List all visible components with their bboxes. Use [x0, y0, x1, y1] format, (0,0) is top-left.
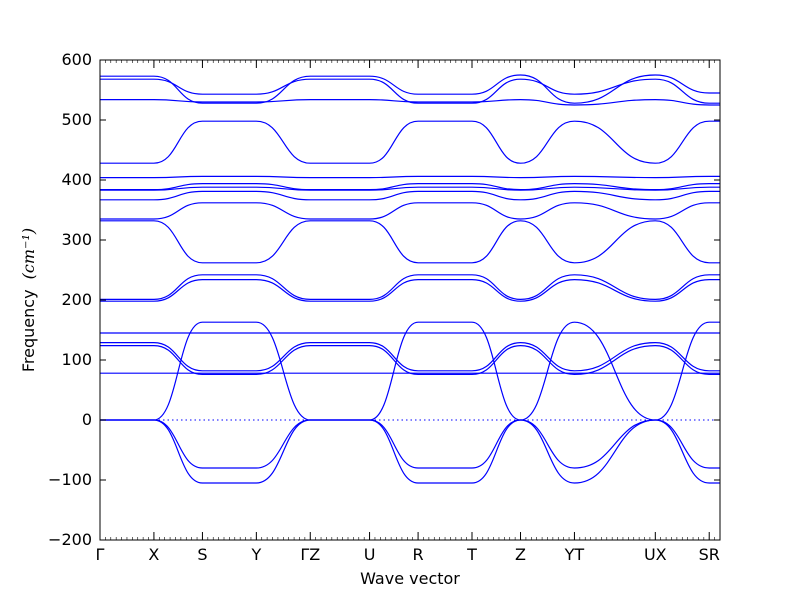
x-tick-label: U: [364, 545, 376, 564]
band-line-8: [100, 190, 720, 201]
y-axis-label: Frequency (cm⁻¹): [19, 228, 38, 372]
band-line-14: [99, 341, 720, 372]
x-tick-label: Z: [515, 545, 526, 564]
y-tick-label: 500: [61, 110, 92, 129]
x-tick-label: R: [413, 545, 424, 564]
band-line-12: [99, 278, 720, 302]
y-tick-label: 0: [82, 410, 92, 429]
band-lines: [99, 74, 720, 484]
band-line-19: [99, 419, 720, 484]
band-line-1: [100, 74, 720, 104]
x-tick-label: X: [148, 545, 159, 564]
y-axis-ticks: −200 −100 0 100 200 300 400 500 600: [48, 50, 720, 549]
y-tick-label: 300: [61, 230, 92, 249]
y-tick-label: 200: [61, 290, 92, 309]
x-tick-label: T: [466, 545, 477, 564]
x-tick-label: Y: [250, 545, 261, 564]
band-line-15: [99, 344, 720, 376]
band-line-5: [99, 175, 720, 179]
x-tick-label: SR: [699, 545, 720, 564]
y-tick-label: −100: [48, 470, 92, 489]
x-tick-label: Γ: [96, 545, 105, 564]
band-line-11: [99, 274, 720, 301]
band-line-9: [99, 202, 720, 220]
band-line-4: [100, 120, 720, 164]
x-tick-label: S: [197, 545, 207, 564]
band-line-7: [100, 186, 720, 191]
plot-frame: [99, 59, 721, 541]
x-tick-label: YT: [564, 545, 585, 564]
band-line-3: [100, 98, 720, 106]
y-tick-label: 100: [61, 350, 92, 369]
y-tick-label: 600: [61, 50, 92, 69]
x-tick-label: ΓZ: [300, 545, 320, 564]
band-line-18: [99, 419, 720, 469]
y-tick-label: 400: [61, 170, 92, 189]
x-tick-label: UX: [644, 545, 667, 564]
x-axis-label: Wave vector: [360, 569, 460, 588]
y-axis-label-unit: (cm⁻¹): [19, 228, 38, 279]
x-minor-ticks: [105, 60, 721, 540]
y-tick-label: −200: [48, 530, 92, 549]
y-axis-label-text: Frequency: [19, 289, 38, 372]
band-line-2: [100, 78, 720, 104]
band-line-17: [99, 321, 720, 421]
x-axis-ticks: Γ X S Y ΓZ U R T Z YT UX SR: [96, 60, 720, 564]
band-line-10: [100, 220, 720, 264]
band-line-6: [100, 182, 720, 191]
